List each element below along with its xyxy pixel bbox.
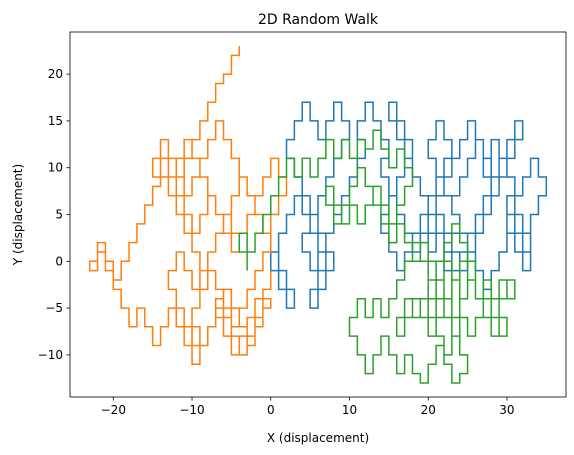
y-tick-label: 20 xyxy=(48,67,63,81)
x-tick-label: −20 xyxy=(101,403,126,417)
x-tick-label: 30 xyxy=(499,403,514,417)
walk-series-3 xyxy=(238,129,516,384)
x-tick-label: −10 xyxy=(179,403,204,417)
y-axis-label: Y (displacement) xyxy=(11,164,25,266)
x-tick-label: 0 xyxy=(267,403,275,417)
plot-area xyxy=(88,46,548,384)
walk-series-2 xyxy=(88,46,288,365)
x-tick-label: 20 xyxy=(421,403,436,417)
x-axis-label: X (displacement) xyxy=(267,431,369,445)
chart-title: 2D Random Walk xyxy=(258,12,379,28)
x-tick-label: 10 xyxy=(342,403,357,417)
y-tick-label: 0 xyxy=(55,254,63,268)
y-tick-label: −10 xyxy=(38,348,63,362)
y-tick-label: 15 xyxy=(48,114,63,128)
y-axis: −10 −5 0 5 10 15 20 xyxy=(38,67,70,362)
y-tick-label: −5 xyxy=(45,301,63,315)
y-tick-label: 5 xyxy=(55,208,63,222)
y-tick-label: 10 xyxy=(48,161,63,175)
x-axis: −20 −10 0 10 20 30 xyxy=(101,397,515,417)
